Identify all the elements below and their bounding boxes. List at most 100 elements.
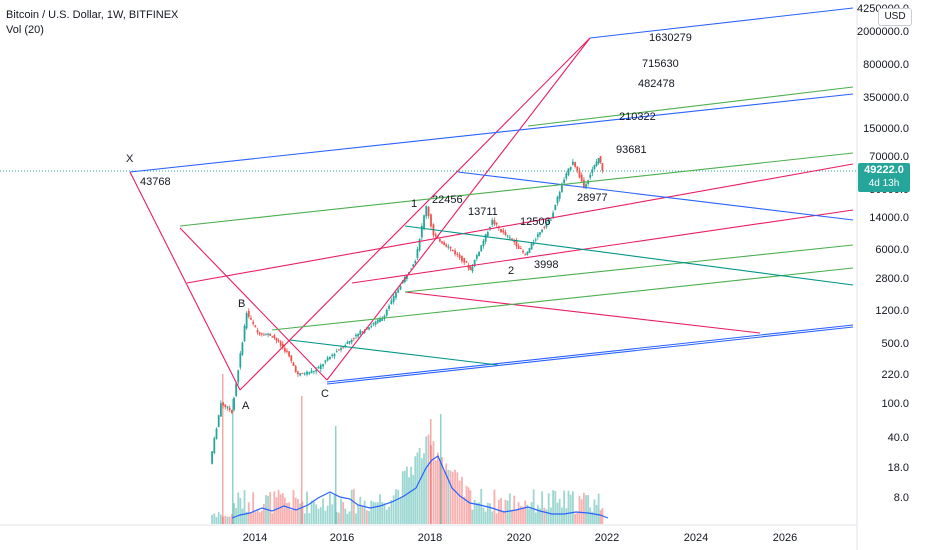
- candle-body: [461, 255, 463, 262]
- volume-bar: [545, 509, 548, 524]
- candle-body: [263, 334, 265, 336]
- volume-bar: [258, 512, 261, 524]
- volume-bar: [420, 458, 423, 524]
- volume-bar: [239, 497, 242, 524]
- volume-bar: [567, 490, 570, 524]
- volume-bar: [441, 457, 443, 524]
- volume-bar: [252, 492, 255, 524]
- symbol-title[interactable]: Bitcoin / U.S. Dollar, 1W, BITFINEX: [6, 9, 179, 21]
- volume-bar: [254, 511, 257, 524]
- candle-body: [471, 266, 474, 272]
- volume-bar: [578, 495, 581, 524]
- label-x: X: [126, 153, 134, 165]
- volume-bar: [416, 452, 419, 524]
- candle-body: [290, 355, 293, 362]
- time-axis[interactable]: 2014 2016 2018 2020 2022 2024 2026: [243, 532, 797, 544]
- candle-body: [511, 238, 513, 240]
- candle-body: [397, 289, 400, 293]
- volume-bar: [372, 501, 375, 524]
- volume-bar: [374, 502, 377, 524]
- candle-body: [500, 229, 502, 233]
- volume-bar: [337, 512, 340, 524]
- volume-bar: [331, 504, 334, 524]
- volume-bar: [359, 496, 362, 524]
- candle-body: [315, 369, 318, 372]
- candle-body: [556, 196, 559, 204]
- price-tick-label: 14000.0: [869, 212, 909, 224]
- candle-body: [390, 300, 393, 304]
- time-tick-label: 2014: [243, 532, 267, 544]
- candle-body: [451, 249, 454, 252]
- candle-body: [578, 170, 581, 178]
- candle-body: [427, 206, 430, 216]
- candle-body: [395, 292, 397, 298]
- last-price-badge: 49222.0 4d 13h: [858, 163, 910, 192]
- candle-body: [294, 366, 297, 373]
- volume-bar: [357, 504, 360, 524]
- volume-bar: [519, 506, 522, 524]
- volume-bar: [220, 514, 222, 524]
- candle-body: [306, 371, 308, 375]
- candle-body: [381, 318, 384, 321]
- volume-bar: [379, 494, 381, 524]
- volume-bar: [599, 510, 602, 524]
- candle-body: [245, 313, 248, 329]
- candle-body: [493, 220, 496, 225]
- label-a: A: [242, 400, 250, 412]
- candle-body: [591, 169, 594, 174]
- time-tick-label: 2018: [418, 532, 442, 544]
- candle-body: [406, 275, 408, 279]
- volume-bar: [294, 497, 297, 524]
- candle-body: [517, 245, 520, 249]
- volume-bar: [355, 513, 357, 524]
- volume-bar: [469, 490, 472, 524]
- volume-bar: [401, 471, 404, 524]
- candle-body: [601, 163, 604, 171]
- volume-bar: [425, 436, 428, 524]
- candle-body: [441, 241, 443, 244]
- volume-spike: [222, 374, 224, 524]
- candle-body: [348, 341, 351, 343]
- candle-body: [504, 232, 507, 236]
- volume-bar: [552, 490, 554, 524]
- candle-body: [467, 265, 470, 269]
- price-axis[interactable]: 4250000.02000000.0800000.0350000.0150000…: [857, 3, 909, 504]
- candle-body: [412, 264, 415, 267]
- volume-bar: [271, 513, 274, 524]
- candle-body: [449, 246, 452, 249]
- candle-body: [237, 370, 240, 383]
- candle-body: [458, 254, 461, 258]
- volume-bar: [350, 489, 353, 524]
- volume-bar: [363, 500, 366, 524]
- volume-bar: [395, 489, 397, 524]
- volume-bar: [591, 511, 594, 524]
- volume-bar: [515, 509, 518, 524]
- label-482478: 482478: [638, 78, 675, 90]
- volume-bar: [388, 506, 390, 524]
- volume-bar: [556, 502, 559, 524]
- label-22456: 22456: [432, 194, 463, 206]
- candle-body: [357, 333, 360, 337]
- volume-bar: [589, 507, 592, 524]
- volume-indicator-label[interactable]: Vol (20): [6, 24, 44, 36]
- candle-body: [554, 204, 557, 210]
- volume-bar: [263, 503, 265, 524]
- volume-bar: [439, 460, 441, 524]
- candle-body: [299, 373, 302, 376]
- volume-bar: [269, 491, 272, 524]
- volume-bar: [406, 466, 408, 524]
- volume-bar: [215, 517, 218, 524]
- candle-body: [469, 267, 472, 270]
- currency-button[interactable]: USD: [878, 8, 912, 26]
- candle-body: [410, 268, 412, 270]
- candle-body: [447, 246, 450, 248]
- candle-body: [265, 334, 267, 336]
- volume-bar: [554, 490, 557, 524]
- candle-body: [392, 295, 395, 302]
- volume-bar: [283, 497, 286, 524]
- volume-bar: [465, 485, 468, 524]
- candle-body: [569, 166, 572, 170]
- time-tick-label: 2022: [595, 532, 619, 544]
- volume-bar: [495, 513, 498, 524]
